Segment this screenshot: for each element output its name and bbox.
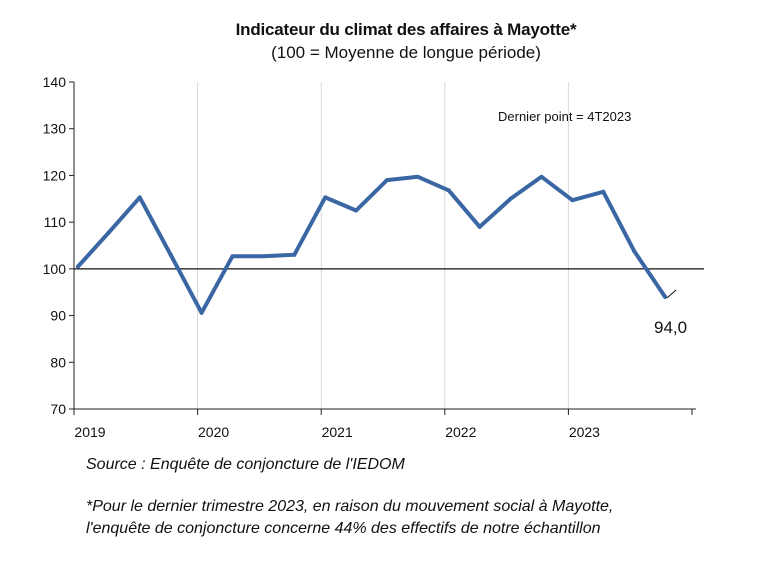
x-tick-label: 2022 — [445, 424, 476, 440]
data-point — [261, 254, 266, 259]
data-point — [385, 178, 389, 183]
data-point — [539, 174, 544, 179]
last-point-note: Dernier point = 4T2023 — [498, 109, 631, 124]
axes: 70 80 90 100 110 120 130 140 2019 2020 2021 2022 202… — [43, 74, 704, 440]
data-point — [230, 254, 235, 259]
x-tick-label: 2021 — [322, 424, 353, 440]
y-tick-label: 120 — [43, 167, 67, 183]
data-point — [446, 188, 451, 193]
line-chart: 70 80 90 100 110 120 130 140 2019 2020 2021 2022 202… — [43, 74, 704, 440]
footnote-line-1: *Pour le dernier trimestre 2023, en rais… — [86, 498, 614, 515]
labels-layer: Dernier point = 4T2023 94,0 — [498, 109, 687, 337]
data-point — [137, 195, 142, 200]
y-tick-label: 130 — [43, 121, 67, 137]
data-point — [663, 294, 668, 299]
series-line — [76, 174, 668, 315]
data-point — [354, 208, 359, 213]
data-point — [632, 249, 637, 254]
data-point — [570, 198, 575, 203]
data-point — [508, 196, 513, 201]
last-value-leader — [666, 289, 677, 299]
data-point — [106, 230, 111, 235]
x-tick-label: 2020 — [198, 424, 229, 440]
data-point — [323, 195, 328, 200]
data-point — [168, 252, 173, 257]
y-tick-label: 100 — [43, 261, 67, 277]
x-tick-label: 2023 — [569, 424, 600, 440]
grid-lines — [197, 82, 569, 409]
data-point — [477, 224, 482, 229]
chart-subtitle: (100 = Moyenne de longue période) — [271, 43, 541, 62]
data-point — [292, 252, 297, 257]
series-layer — [76, 174, 677, 315]
y-tick-label: 110 — [44, 214, 67, 230]
data-point — [199, 310, 204, 315]
y-tick-label: 80 — [50, 354, 66, 370]
chart-title: Indicateur du climat des affaires à Mayo… — [235, 20, 577, 39]
y-tick-label: 140 — [43, 74, 67, 90]
data-point — [76, 264, 80, 269]
y-tick-label: 90 — [50, 308, 66, 324]
data-point — [601, 189, 606, 194]
source-note: Source : Enquête de conjoncture de l'IED… — [86, 456, 405, 473]
footnote-line-2: l'enquête de conjoncture concerne 44% de… — [86, 520, 601, 537]
data-point — [415, 174, 420, 179]
x-tick-label: 2019 — [74, 424, 105, 440]
last-value-label: 94,0 — [654, 318, 687, 337]
y-tick-label: 70 — [50, 401, 66, 417]
footnote: *Pour le dernier trimestre 2023, en rais… — [86, 496, 766, 540]
